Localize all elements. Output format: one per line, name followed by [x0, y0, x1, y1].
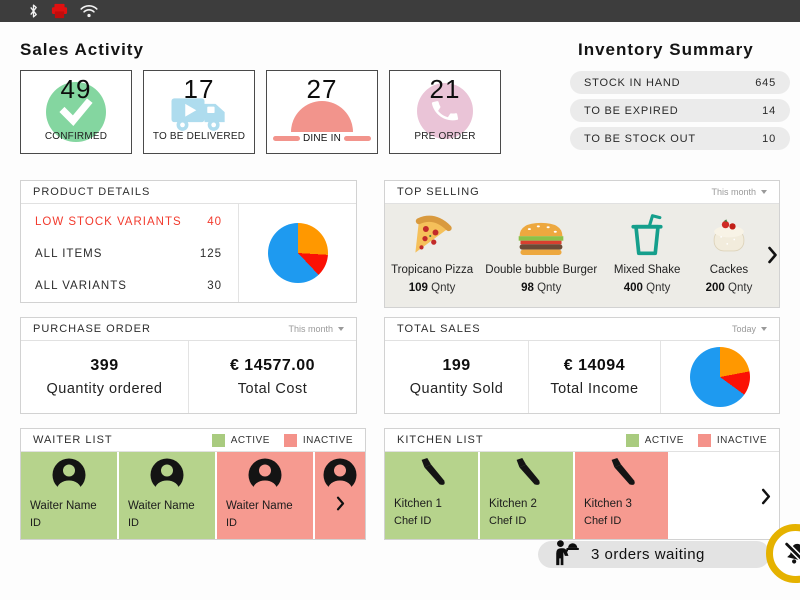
total-sales-title: TOTAL SALES: [397, 323, 481, 335]
pre-order-count: 21: [429, 74, 461, 104]
purchase-order-title: PURCHASE ORDER: [33, 323, 151, 335]
delivery-label: TO BE DELIVERED: [152, 131, 246, 142]
inactive-swatch: [697, 433, 711, 447]
chevron-down-icon: [761, 327, 767, 331]
top-selling-panel: TOP SELLING This month Tropicano Pizza 1…: [384, 180, 780, 308]
knife-icon: [575, 457, 668, 491]
low-stock-variants-row[interactable]: LOW STOCK VARIANTS 40: [35, 216, 223, 228]
kitchen-list-panel: KITCHEN LIST ACTIVE INACTIVE Kitchen 1 C…: [384, 428, 780, 540]
kitchen-more-area: [670, 452, 779, 539]
burger-icon: [516, 213, 566, 257]
top-selling-filter-dropdown[interactable]: This month: [711, 187, 767, 197]
kitchen-card[interactable]: Kitchen 1 Chef ID: [385, 452, 478, 539]
dine-in-count: 27: [306, 74, 338, 104]
status-bar: [0, 0, 800, 22]
kitchen-next-chevron-icon[interactable]: [761, 488, 771, 510]
quantity-ordered-stat: 399 Quantity ordered: [46, 357, 163, 397]
person-avatar-icon: [217, 457, 313, 493]
confirmed-count: 49: [60, 74, 92, 104]
top-selling-item[interactable]: Cackes 200 Qnty: [692, 204, 765, 307]
purchase-order-filter-dropdown[interactable]: This month: [288, 324, 344, 334]
total-income-stat: € 14094 Total Income: [528, 341, 660, 413]
dine-in-label: DINE IN: [302, 133, 342, 144]
phone-icon: [390, 83, 500, 139]
all-items-row[interactable]: ALL ITEMS 125: [35, 248, 223, 260]
person-avatar-icon: [21, 457, 117, 493]
orders-waiting-banner[interactable]: 3 orders waiting: [538, 539, 770, 571]
total-sales-filter-dropdown[interactable]: Today: [732, 324, 767, 334]
sales-card-confirmed[interactable]: 49 CONFIRMED: [20, 70, 132, 154]
kitchen-card[interactable]: Kitchen 2 Chef ID: [480, 452, 573, 539]
knife-icon: [480, 457, 573, 491]
all-variants-row[interactable]: ALL VARIANTS 30: [35, 280, 223, 292]
sales-card-pre-order[interactable]: 21 PRE ORDER: [389, 70, 501, 154]
kitchen-card[interactable]: Kitchen 3 Chef ID: [575, 452, 668, 539]
inventory-row-to-be-expired[interactable]: TO BE EXPIRED 14: [570, 99, 790, 122]
sales-card-to-be-delivered[interactable]: 17 TO BE DELIVERED: [143, 70, 255, 154]
sales-activity-title: Sales Activity: [20, 40, 144, 59]
pizza-icon: [411, 213, 453, 257]
chevron-down-icon: [761, 190, 767, 194]
cake-icon: [708, 213, 750, 257]
shake-icon: [628, 213, 666, 257]
person-avatar-icon: [322, 457, 358, 493]
knife-icon: [385, 457, 478, 491]
top-selling-title: TOP SELLING: [397, 186, 480, 198]
bluetooth-icon: [28, 3, 39, 19]
inventory-row-label: STOCK IN HAND: [584, 76, 681, 89]
inventory-row-label: TO BE EXPIRED: [584, 104, 679, 117]
wifi-icon: [80, 4, 98, 18]
product-details-panel: PRODUCT DETAILS LOW STOCK VARIANTS 40 AL…: [20, 180, 357, 303]
top-selling-next-chevron-icon[interactable]: [767, 246, 778, 269]
inventory-row-to-be-stock-out[interactable]: TO BE STOCK OUT 10: [570, 127, 790, 150]
pre-order-label: PRE ORDER: [414, 131, 476, 142]
inventory-summary-title: Inventory Summary: [578, 40, 754, 59]
chevron-down-icon: [338, 327, 344, 331]
waiter-card-partial[interactable]: [315, 452, 365, 539]
inventory-row-value: 14: [762, 104, 776, 117]
cloche-icon: [267, 101, 377, 132]
delivery-count: 17: [183, 74, 215, 104]
kitchen-list-title: KITCHEN LIST: [397, 434, 484, 446]
total-sales-panel: TOTAL SALES Today 199 Quantity Sold € 14…: [384, 317, 780, 414]
waiter-list-title: WAITER LIST: [33, 434, 113, 446]
sales-card-dine-in[interactable]: 27 DINE IN: [266, 70, 378, 154]
waiter-card[interactable]: Waiter Name ID: [21, 452, 117, 539]
top-selling-item[interactable]: Mixed Shake 400 Qnty: [603, 204, 691, 307]
total-cost-stat: € 14577.00 Total Cost: [188, 341, 356, 413]
inventory-row-value: 645: [755, 76, 776, 89]
purchase-order-panel: PURCHASE ORDER This month 399 Quantity o…: [20, 317, 357, 414]
quantity-sold-stat: 199 Quantity Sold: [409, 357, 504, 397]
inactive-swatch: [283, 433, 297, 447]
top-selling-item[interactable]: Double bubble Burger 98 Qnty: [481, 204, 602, 307]
inventory-row-stock-in-hand[interactable]: STOCK IN HAND 645: [570, 71, 790, 94]
waiter-legend: ACTIVE INACTIVE: [211, 433, 353, 447]
top-selling-item[interactable]: Tropicano Pizza 109 Qnty: [385, 204, 480, 307]
confirmed-label: CONFIRMED: [44, 131, 108, 142]
orders-waiting-text: 3 orders waiting: [591, 546, 705, 563]
waiter-tray-icon: [552, 539, 579, 571]
truck-icon: [144, 91, 254, 135]
active-swatch: [211, 433, 225, 447]
inventory-row-value: 10: [762, 132, 776, 145]
waiter-next-chevron-icon[interactable]: [336, 496, 345, 516]
kitchen-legend: ACTIVE INACTIVE: [625, 433, 767, 447]
waiter-card[interactable]: Waiter Name ID: [217, 452, 313, 539]
printer-icon: [51, 3, 68, 19]
inventory-row-label: TO BE STOCK OUT: [584, 132, 696, 145]
waiter-card[interactable]: Waiter Name ID: [119, 452, 215, 539]
product-details-title: PRODUCT DETAILS: [33, 186, 151, 198]
waiter-list-panel: WAITER LIST ACTIVE INACTIVE Waiter Name …: [20, 428, 366, 540]
person-avatar-icon: [119, 457, 215, 493]
active-swatch: [625, 433, 639, 447]
check-circle-icon: [21, 82, 131, 142]
product-pie-chart: [267, 223, 328, 283]
sales-pie-chart: [689, 347, 750, 407]
